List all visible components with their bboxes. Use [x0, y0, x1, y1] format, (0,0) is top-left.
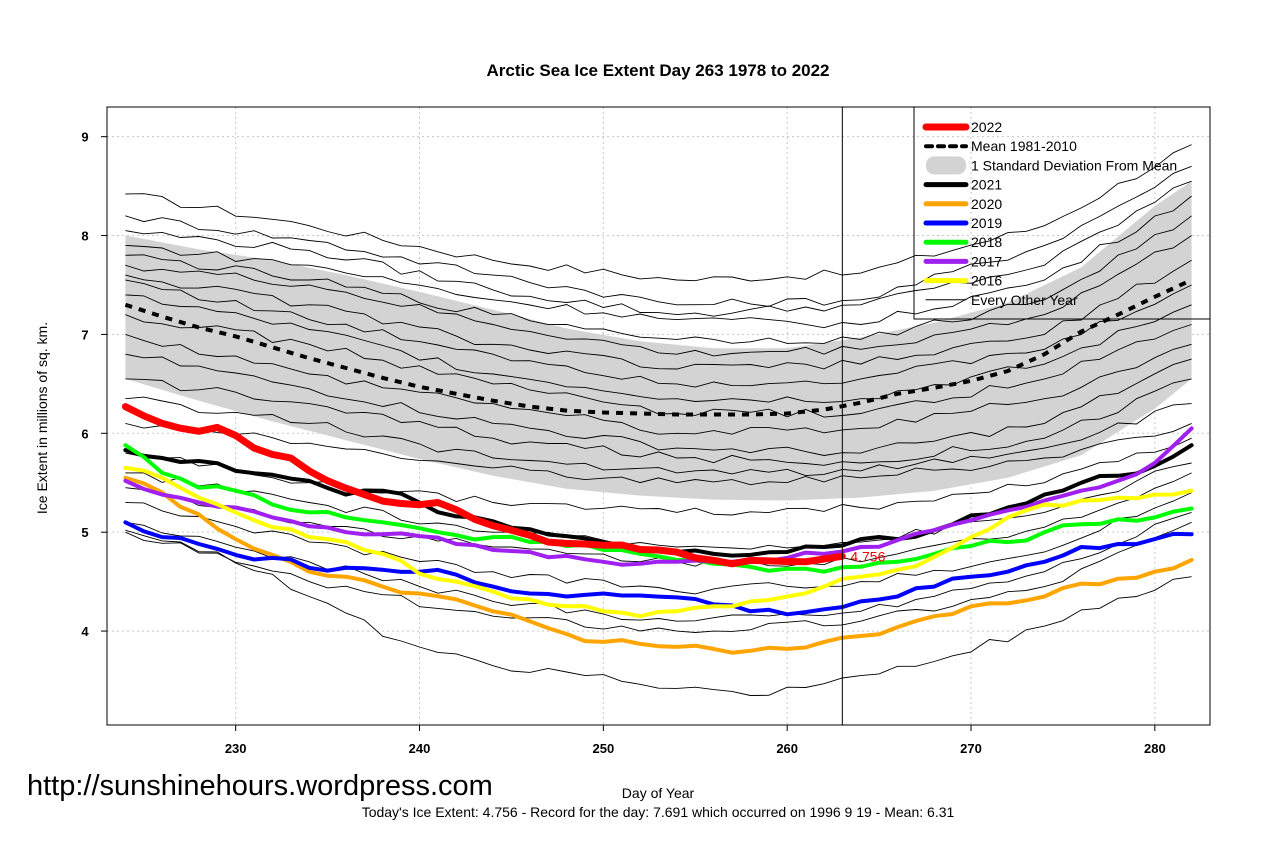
other-year-line — [125, 378, 1192, 466]
other-year-line — [125, 215, 1192, 344]
series-line-2019 — [123, 520, 1194, 617]
plot-frame — [106, 106, 1211, 726]
y-tick-label: 5 — [81, 525, 88, 540]
legend-label: 2019 — [971, 215, 1002, 231]
other-year-line — [125, 462, 1192, 550]
legend-label: 2018 — [971, 234, 1002, 250]
x-tick-label: 250 — [592, 741, 614, 756]
y-axis-label: Ice Extent in millions of sq. km. — [34, 322, 50, 514]
legend-label: Mean 1981-2010 — [971, 138, 1077, 154]
other-year-line — [125, 521, 1192, 633]
legend-label: 2017 — [971, 253, 1002, 269]
current-value-label: 4.756 — [850, 548, 885, 564]
other-year-line — [125, 279, 1192, 388]
x-tick-label: 260 — [776, 741, 798, 756]
legend-label: 2022 — [971, 119, 1002, 135]
mean-line — [124, 278, 1193, 417]
series-line-2020 — [123, 475, 1194, 655]
series-line-2018 — [123, 443, 1194, 574]
other-year-line — [125, 437, 1192, 516]
x-tick-label: 280 — [1144, 741, 1166, 756]
footer-summary: Today's Ice Extent: 4.756 - Record for t… — [361, 804, 955, 820]
other-year-line — [125, 333, 1192, 435]
x-tick-label: 240 — [409, 741, 431, 756]
std-band — [125, 181, 1192, 501]
legend-label: 1 Standard Deviation From Mean — [971, 157, 1177, 173]
other-year-line — [125, 235, 1192, 357]
other-year-line — [125, 529, 1192, 696]
legend-box — [913, 106, 1211, 320]
y-tick-label: 7 — [81, 327, 88, 342]
x-tick-label: 270 — [960, 741, 982, 756]
other-year-line — [125, 195, 1192, 329]
series-line-2022 — [121, 403, 846, 568]
legend-label: Every Other Year — [971, 292, 1078, 308]
other-year-line — [125, 294, 1192, 403]
other-year-line — [125, 422, 1192, 486]
x-tick-label: 230 — [225, 741, 247, 756]
other-year-line — [125, 165, 1192, 307]
other-year-line — [125, 144, 1192, 282]
other-year-line — [125, 492, 1192, 595]
legend-label: 2021 — [971, 177, 1002, 193]
other-year-line — [125, 180, 1192, 317]
x-axis-label: Day of Year — [622, 785, 695, 801]
other-year-line — [125, 396, 1192, 477]
y-tick-label: 6 — [81, 426, 88, 441]
series-line-2017 — [123, 426, 1194, 567]
legend-swatch-band — [926, 156, 966, 175]
other-year-line — [125, 353, 1192, 456]
y-tick-label: 4 — [81, 624, 89, 639]
source-url: http://sunshinehours.wordpress.com — [27, 770, 493, 802]
other-year-line — [125, 259, 1192, 370]
legend-label: 2020 — [971, 196, 1002, 212]
other-year-line — [125, 511, 1192, 622]
legend-label: 2016 — [971, 273, 1002, 289]
chart-title: Arctic Sea Ice Extent Day 263 1978 to 20… — [486, 61, 829, 80]
y-tick-label: 8 — [81, 229, 88, 244]
y-tick-label: 9 — [81, 130, 88, 145]
series-line-2016 — [123, 465, 1194, 619]
